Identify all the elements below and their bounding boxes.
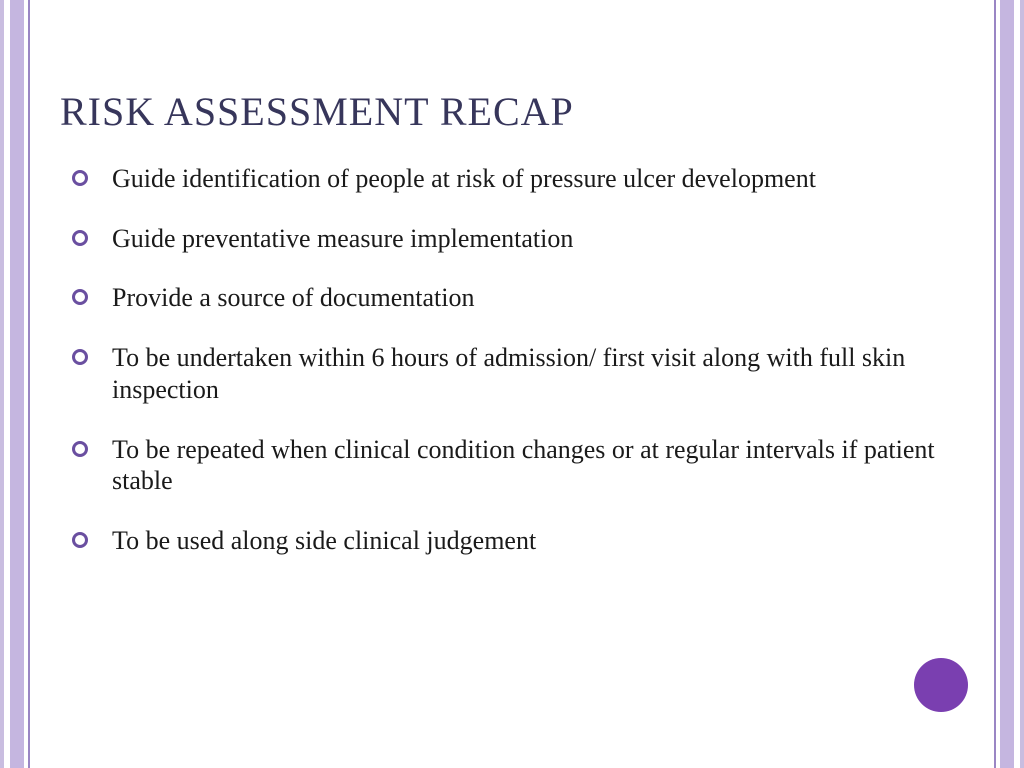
decorative-circle-icon	[914, 658, 968, 712]
bullet-icon	[72, 349, 88, 365]
slide-content: RISK ASSESSMENT RECAP Guide identificati…	[30, 0, 994, 768]
bullet-text: Guide preventative measure implementatio…	[112, 224, 573, 253]
list-item: Guide identification of people at risk o…	[68, 163, 964, 195]
bullet-text: To be repeated when clinical condition c…	[112, 435, 935, 496]
bullet-list: Guide identification of people at risk o…	[60, 163, 964, 557]
list-item: To be repeated when clinical condition c…	[68, 434, 964, 497]
list-item: To be undertaken within 6 hours of admis…	[68, 342, 964, 405]
list-item: Provide a source of documentation	[68, 282, 964, 314]
bullet-icon	[72, 532, 88, 548]
bullet-text: To be used along side clinical judgement	[112, 526, 536, 555]
slide-title: RISK ASSESSMENT RECAP	[60, 88, 964, 135]
bullet-icon	[72, 230, 88, 246]
bullet-text: Guide identification of people at risk o…	[112, 164, 816, 193]
list-item: To be used along side clinical judgement	[68, 525, 964, 557]
bullet-text: To be undertaken within 6 hours of admis…	[112, 343, 905, 404]
bullet-icon	[72, 289, 88, 305]
bullet-icon	[72, 170, 88, 186]
bullet-icon	[72, 441, 88, 457]
list-item: Guide preventative measure implementatio…	[68, 223, 964, 255]
bullet-text: Provide a source of documentation	[112, 283, 474, 312]
